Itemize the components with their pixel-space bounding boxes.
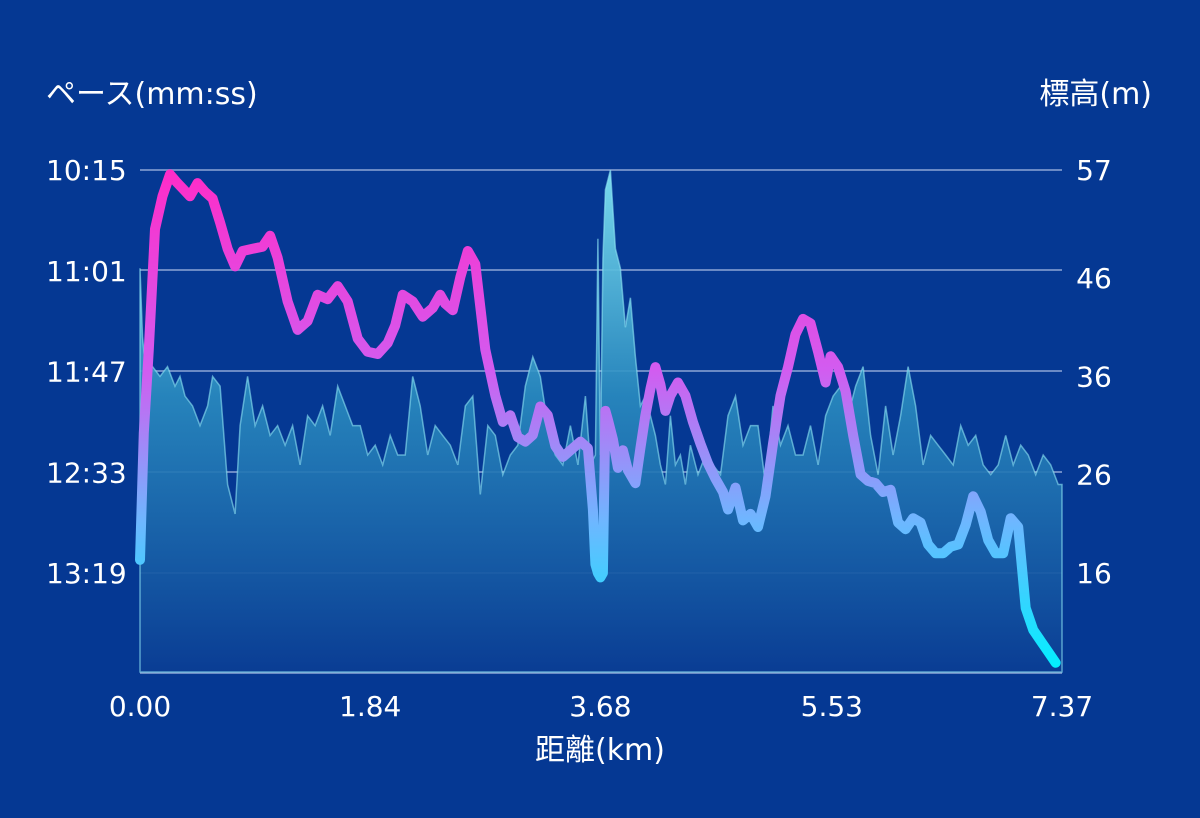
x-axis-title: 距離(km): [535, 733, 665, 768]
x-tick-label: 5.53: [801, 690, 863, 723]
right-tick-label: 57: [1076, 154, 1112, 187]
x-tick-label: 3.68: [569, 690, 631, 723]
right-tick-label: 26: [1076, 459, 1112, 492]
pace-series: [135, 169, 1061, 668]
pace-line: [135, 169, 1061, 668]
right-axis-title: 標高(m): [1039, 77, 1152, 112]
left-tick-label: 10:15: [46, 154, 127, 187]
left-axis-ticks: 10:15 11:01 11:47 12:33 13:19: [46, 154, 127, 590]
x-tick-label: 1.84: [339, 690, 401, 723]
left-tick-label: 12:33: [46, 456, 127, 489]
right-tick-label: 36: [1076, 360, 1112, 393]
right-tick-label: 46: [1076, 262, 1112, 295]
left-tick-label: 13:19: [46, 557, 127, 590]
x-tick-label: 0.00: [109, 690, 171, 723]
left-axis-title: ペース(mm:ss): [46, 77, 258, 112]
right-tick-label: 16: [1076, 557, 1112, 590]
right-axis-ticks: 57 46 36 26 16: [1076, 154, 1112, 590]
left-tick-label: 11:47: [46, 356, 127, 389]
x-tick-label: 7.37: [1031, 690, 1093, 723]
left-tick-label: 11:01: [46, 255, 127, 288]
x-axis-ticks: 0.00 1.84 3.68 5.53 7.37: [109, 690, 1093, 723]
